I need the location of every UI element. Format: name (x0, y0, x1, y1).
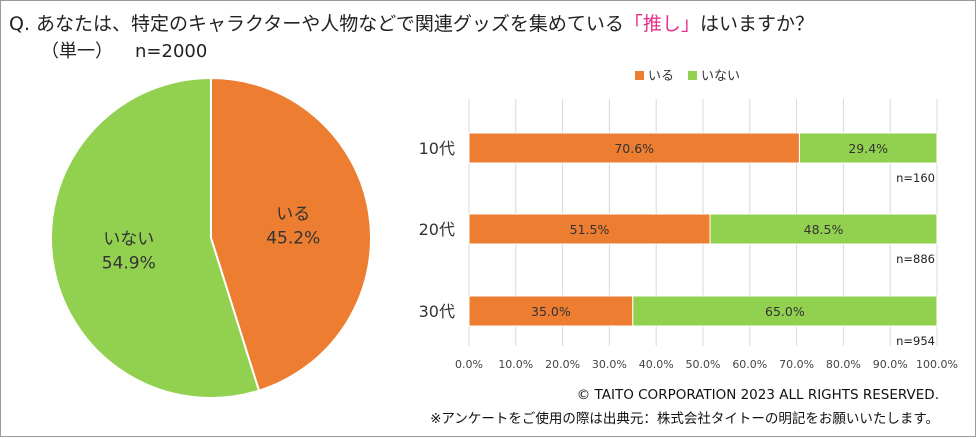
x-tick-label: 50.0% (686, 358, 721, 371)
bar-value-label: 51.5% (570, 222, 610, 237)
x-tick-label: 70.0% (779, 358, 814, 371)
answer-type: （単一） (41, 41, 113, 62)
x-tick-label: 40.0% (639, 358, 674, 371)
legend-label: いない (701, 69, 740, 84)
legend: いる いない (635, 69, 740, 84)
bar-value-label: 35.0% (531, 304, 571, 319)
n-label: n=886 (896, 252, 935, 266)
pie-slice-inai (50, 76, 261, 399)
x-tick-label: 80.0% (826, 358, 861, 371)
question-prefix: Q. (9, 13, 30, 35)
bar-segment-iru (468, 213, 711, 245)
usage-note: ※アンケートをご使用の際は出典元：株式会社タイトーの明記をお願いいたします。 (430, 411, 939, 427)
question-text: あなたは、特定のキャラクターや人物などで関連グッズを集めている (36, 13, 624, 35)
question-title: Q. あなたは、特定のキャラクターや人物などで関連グッズを集めている「推し」はい… (9, 9, 814, 36)
sample-size: n=2000 (135, 41, 208, 62)
bar-value-label: 48.5% (804, 222, 844, 237)
question-highlight: 「推し」 (623, 13, 700, 35)
category-label: 20代 (419, 220, 455, 239)
x-tick-label: 10.0% (498, 358, 533, 371)
question-suffix: はいますか？ (699, 13, 814, 35)
pie-slice-iru (210, 76, 372, 392)
pie-label: いない (103, 230, 154, 250)
category-label: 10代 (419, 139, 455, 158)
n-label: n=954 (896, 334, 935, 348)
pie-value-label: 54.9% (102, 254, 156, 274)
copyright: © TAITO CORPORATION 2023 ALL RIGHTS RESE… (576, 387, 939, 403)
category-label: 30代 (419, 302, 455, 321)
pie-label: いる (276, 204, 310, 224)
pie-value-label: 45.2% (266, 228, 320, 248)
bar-value-label: 29.4% (848, 141, 888, 156)
x-tick-label: 60.0% (732, 358, 767, 371)
n-label: n=160 (896, 171, 935, 185)
bar-segment-iru (468, 132, 800, 164)
legend-swatch (635, 71, 644, 80)
x-tick-label: 0.0% (455, 358, 483, 371)
bar-segment-inai (798, 132, 938, 164)
legend-swatch (688, 71, 697, 80)
bar-value-label: 65.0% (765, 304, 805, 319)
bar-chart: 0.0% 10.0% 20.0% 30.0% 40.0% 50.0% 60.0% 70.0% 8… (419, 69, 958, 371)
bar-segment-inai (709, 213, 938, 245)
x-tick-label: 20.0% (545, 358, 580, 371)
pie-chart: いる 45.2% いない 54.9% (50, 76, 372, 399)
x-tick-label: 100.0% (916, 358, 958, 371)
x-tick-label: 90.0% (873, 358, 908, 371)
question-subtitle: （単一） n=2000 (41, 37, 207, 63)
legend-label: いる (648, 69, 674, 84)
bar-segment-inai (632, 295, 938, 327)
bar-segment-iru (468, 295, 634, 327)
bar-value-label: 70.6% (614, 141, 654, 156)
x-tick-label: 30.0% (592, 358, 627, 371)
